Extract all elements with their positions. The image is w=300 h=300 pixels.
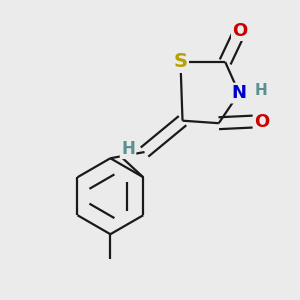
Text: N: N [232, 84, 247, 102]
Text: H: H [121, 140, 135, 158]
Text: H: H [254, 83, 267, 98]
Text: O: O [254, 112, 269, 130]
Text: S: S [173, 52, 188, 71]
Text: O: O [232, 22, 248, 40]
